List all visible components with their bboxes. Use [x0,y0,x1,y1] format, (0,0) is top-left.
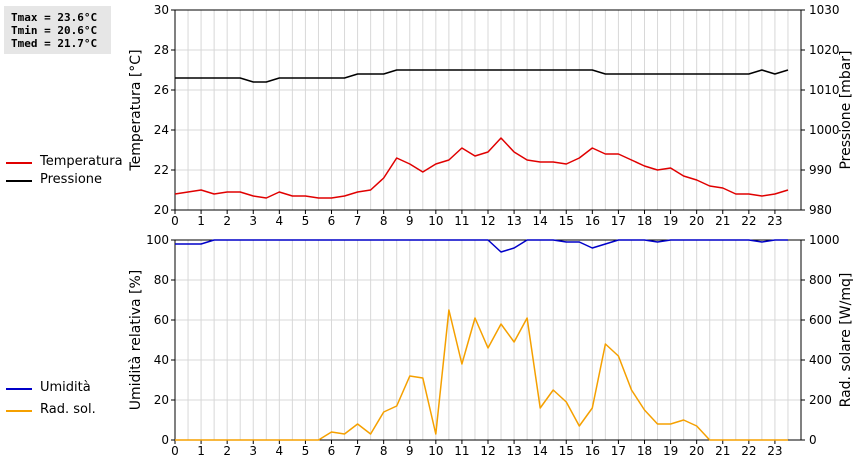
x-tick-label: 1 [197,444,205,458]
y-tick-label: 60 [154,313,169,327]
legend-label: Rad. sol. [40,402,96,417]
x-tick-label: 16 [585,214,600,228]
stat-tmed: Tmed = 21.7°C [11,37,98,50]
y2-tick-label: 200 [809,393,832,407]
y-axis-title: Umidità relativa [%] [128,270,144,411]
x-tick-label: 20 [689,214,704,228]
x-tick-label: 7 [354,214,362,228]
legend-label: Pressione [40,172,103,187]
y-tick-label: 28 [154,43,169,57]
legend-swatch [6,388,32,390]
x-tick-label: 15 [559,444,574,458]
y-tick-label: 26 [154,83,169,97]
x-tick-label: 22 [741,444,756,458]
x-tick-label: 12 [480,214,495,228]
x-tick-label: 10 [428,444,443,458]
stats-box: Tmax = 23.6°C Tmin = 20.6°C Tmed = 21.7°… [4,6,111,54]
series-line-umidit- [175,239,788,253]
y2-tick-label: 1010 [809,83,840,97]
x-tick-label: 15 [559,214,574,228]
x-tick-label: 19 [663,444,678,458]
y-tick-label: 20 [154,203,169,217]
x-tick-label: 17 [611,444,626,458]
stat-tmax: Tmax = 23.6°C [11,11,98,24]
x-tick-label: 22 [741,214,756,228]
x-tick-label: 2 [223,444,231,458]
y-tick-label: 100 [146,233,169,247]
x-tick-label: 0 [171,444,179,458]
x-tick-label: 20 [689,444,704,458]
x-tick-label: 6 [328,214,336,228]
x-tick-label: 4 [276,214,284,228]
x-tick-label: 13 [506,214,521,228]
x-tick-label: 14 [533,214,548,228]
x-tick-label: 1 [197,214,205,228]
y-tick-label: 40 [154,353,169,367]
legend-swatch [6,162,32,164]
legend-label: Temperatura [40,154,123,169]
x-tick-label: 11 [454,444,469,458]
x-tick-label: 16 [585,444,600,458]
y-tick-label: 20 [154,393,169,407]
y2-tick-label: 990 [809,163,832,177]
x-tick-label: 18 [637,214,652,228]
x-tick-label: 5 [302,444,310,458]
x-tick-label: 10 [428,214,443,228]
series-line-temperatura [174,137,789,199]
x-tick-label: 0 [171,214,179,228]
x-tick-label: 2 [223,214,231,228]
x-tick-label: 12 [480,444,495,458]
y2-axis-title: Pressione [mbar] [838,50,854,169]
x-tick-label: 8 [380,444,388,458]
y2-axis-title: Rad. solare [W/mq] [838,273,854,408]
y2-tick-label: 1020 [809,43,840,57]
x-tick-label: 9 [406,444,414,458]
x-tick-label: 17 [611,214,626,228]
y2-tick-label: 400 [809,353,832,367]
y-tick-label: 22 [154,163,169,177]
y2-tick-label: 800 [809,273,832,287]
x-tick-label: 23 [767,214,782,228]
x-tick-label: 6 [328,444,336,458]
y-tick-label: 24 [154,123,169,137]
x-tick-label: 8 [380,214,388,228]
y2-tick-label: 1030 [809,3,840,17]
x-tick-label: 21 [715,214,730,228]
x-tick-label: 11 [454,214,469,228]
x-tick-label: 4 [276,444,284,458]
x-tick-label: 13 [506,444,521,458]
stat-tmin: Tmin = 20.6°C [11,24,98,37]
y-tick-label: 30 [154,3,169,17]
y2-tick-label: 980 [809,203,832,217]
legend-swatch [6,180,32,182]
x-tick-label: 3 [249,444,257,458]
series-line-pressione [175,69,789,83]
y2-tick-label: 1000 [809,123,840,137]
x-tick-label: 9 [406,214,414,228]
y-tick-label: 80 [154,273,169,287]
series-line-rad-sol- [175,309,788,441]
x-tick-label: 19 [663,214,678,228]
x-tick-label: 21 [715,444,730,458]
x-tick-label: 7 [354,444,362,458]
x-tick-label: 23 [767,444,782,458]
y2-tick-label: 600 [809,313,832,327]
x-tick-label: 3 [249,214,257,228]
y-axis-title: Temperatura [°C] [128,49,144,171]
y2-tick-label: 0 [809,433,817,447]
legend-swatch [6,410,32,412]
x-tick-label: 18 [637,444,652,458]
y2-tick-label: 1000 [809,233,840,247]
x-tick-label: 5 [302,214,310,228]
x-tick-label: 14 [533,444,548,458]
legend-label: Umidità [40,380,91,395]
y-tick-label: 0 [161,433,169,447]
